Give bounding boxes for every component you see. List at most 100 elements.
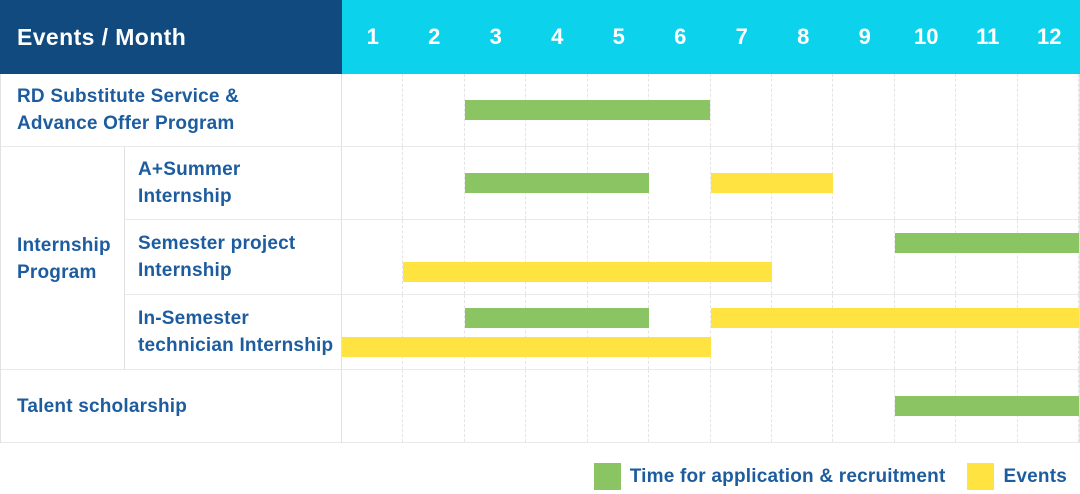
row-label-line: Internship [138, 260, 232, 281]
grid-column [772, 370, 834, 442]
grid-column [956, 74, 1018, 146]
month-label: 11 [976, 24, 1000, 49]
grid-column [465, 370, 527, 442]
table-row: A+Summer Internship [1, 147, 1080, 220]
application-bar [894, 396, 1079, 416]
row-label-rd-substitute: RD Substitute Service & Advance Offer Pr… [1, 74, 342, 147]
grid-column [833, 370, 895, 442]
row-label-line: Internship [138, 186, 232, 207]
grid-column [833, 295, 895, 369]
month-label: 3 [489, 24, 502, 49]
legend-item-events: Events [967, 463, 1067, 490]
grid-column [465, 220, 527, 294]
application-bar [894, 233, 1079, 253]
grid-column [403, 74, 465, 146]
grid-column [895, 220, 957, 294]
grid-column [403, 147, 465, 219]
month-label: 5 [612, 24, 625, 49]
grid-column [1018, 220, 1080, 294]
grid-column [588, 370, 650, 442]
row-label-line: Talent scholarship [17, 395, 188, 417]
row-label-line: Advance Offer Program [17, 113, 235, 134]
application-bar [464, 173, 650, 193]
application-bar [464, 308, 650, 328]
green-swatch-icon [593, 463, 621, 490]
grid-column [465, 295, 527, 369]
group-column-spacer [1, 147, 125, 220]
grid-column [772, 295, 834, 369]
table-row: RD Substitute Service & Advance Offer Pr… [1, 74, 1080, 147]
table-body: RD Substitute Service & Advance Offer Pr… [1, 74, 1080, 443]
month-label: 10 [914, 24, 939, 49]
month-label: 8 [797, 24, 810, 49]
grid-column [772, 220, 834, 294]
row-label-line: Semester project [138, 233, 296, 254]
yellow-swatch-icon [967, 463, 995, 490]
grid-column [895, 74, 957, 146]
month-label: 4 [551, 24, 564, 49]
grid-column [711, 74, 772, 146]
events-bar [710, 173, 834, 193]
grid-column [403, 370, 465, 442]
legend-label-events: Events [1003, 465, 1067, 487]
grid-column [833, 74, 895, 146]
grid-column [711, 295, 772, 369]
month-label: 2 [428, 24, 441, 49]
grid-column [342, 295, 404, 369]
legend-item-application: Time for application & recruitment [593, 463, 946, 490]
table-row: Semester project Internship [1, 220, 1080, 295]
events-bar [403, 262, 772, 282]
events-month-header-cell: Events / Month [0, 0, 342, 74]
grid-column [342, 220, 404, 294]
row-label-line: A+Summer [138, 159, 241, 180]
chart-cell-talent-scholarship [342, 370, 1080, 443]
grid-column [956, 147, 1018, 219]
grid-column [403, 295, 465, 369]
grid-column [956, 220, 1018, 294]
events-month-table: Events / Month 1 2 3 4 5 6 7 8 9 10 11 12 RD Substi… [0, 0, 1080, 443]
grid-column [649, 147, 711, 219]
grid-column [526, 295, 588, 369]
grid-column [526, 220, 588, 294]
grid-column [649, 295, 711, 369]
grid-column [1018, 295, 1080, 369]
events-bar [710, 308, 1079, 328]
legend: Time for application & recruitment Event… [593, 462, 1067, 491]
chart-cell-a-plus-summer [342, 147, 1080, 220]
grid-column [833, 147, 895, 219]
chart-cell-in-semester [342, 295, 1080, 370]
group-label-internship-program: Internship Program [1, 147, 125, 370]
row-label-semester-project: Semester project Internship [125, 220, 342, 295]
grid-column [956, 295, 1018, 369]
group-label-line: Program [17, 261, 97, 283]
row-label-a-plus-summer: A+Summer Internship [125, 147, 342, 220]
application-bar [464, 100, 711, 120]
events-month-header-label: Events / Month [17, 23, 187, 50]
row-label-talent-scholarship: Talent scholarship [1, 370, 342, 443]
grid-column [526, 370, 588, 442]
grid-column [895, 147, 957, 219]
chart-cell-rd-substitute [342, 74, 1080, 147]
grid-column [403, 220, 465, 294]
table-row: Talent scholarship [1, 370, 1080, 443]
legend-label-application: Time for application & recruitment [629, 465, 946, 487]
table-row: In-Semester technician Internship [1, 295, 1080, 370]
grid-column [1018, 74, 1080, 146]
month-label: 6 [674, 24, 687, 49]
grid-column [711, 370, 772, 442]
grid-column [342, 370, 404, 442]
month-label: 9 [858, 24, 871, 49]
group-column-spacer [1, 295, 125, 370]
month-label: 12 [1037, 24, 1062, 49]
chart-cell-semester-project [342, 220, 1080, 295]
grid-column [833, 220, 895, 294]
grid-column [1018, 147, 1080, 219]
grid-column [342, 74, 404, 146]
grid-column [649, 370, 711, 442]
group-column-spacer [1, 220, 125, 295]
grid-column [772, 74, 834, 146]
row-label-line: In-Semester [138, 308, 249, 329]
group-label-line: Internship [17, 234, 111, 256]
table-header-row: Events / Month 1 2 3 4 5 6 7 8 9 10 11 12 [0, 0, 1080, 74]
